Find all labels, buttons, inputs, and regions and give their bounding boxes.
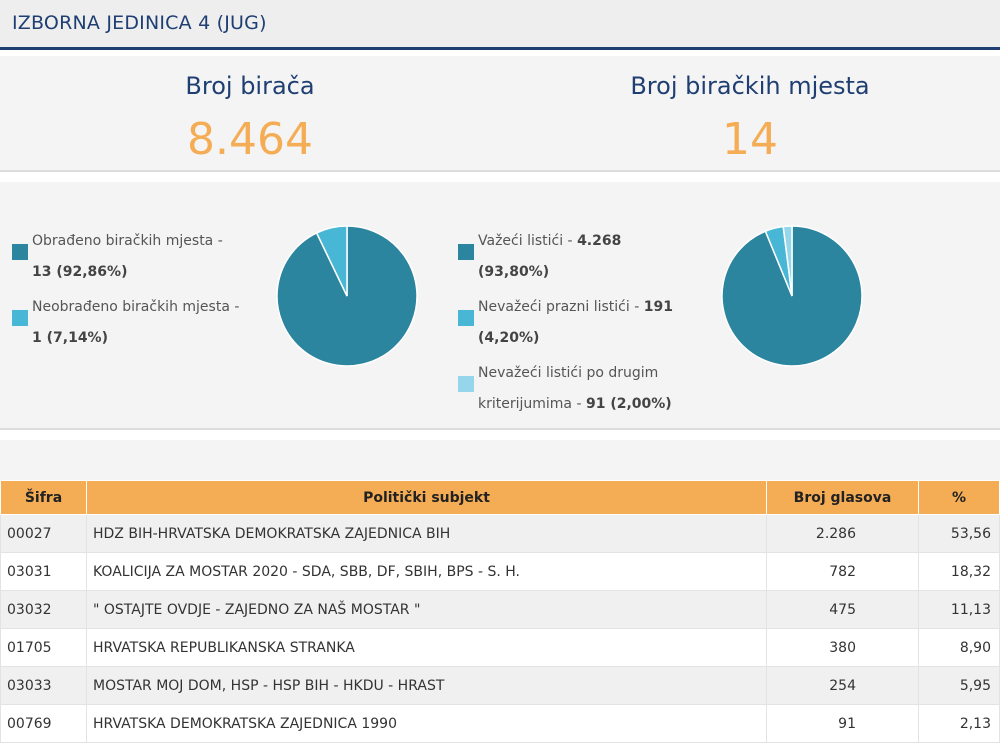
stations-value: 14 xyxy=(722,114,778,165)
charts-panel: Obrađeno biračkih mjesta - 13 (92,86%) N… xyxy=(0,182,1000,430)
cell-party: KOALICIJA ZA MOSTAR 2020 - SDA, SBB, DF,… xyxy=(86,552,767,591)
voters-label: Broj birača xyxy=(185,72,315,100)
cell-pct: 5,95 xyxy=(918,666,1000,705)
table-row: 03032 " OSTAJTE OVDJE - ZAJEDNO ZA NAŠ MO… xyxy=(0,590,1000,629)
stats-panel: Broj birača 8.464 Broj biračkih mjesta 1… xyxy=(0,56,1000,172)
cell-votes: 475 xyxy=(766,590,919,629)
cell-pct: 2,13 xyxy=(918,704,1000,743)
cell-party: MOSTAR MOJ DOM, HSP - HSP BIH - HKDU - H… xyxy=(86,666,767,705)
legend-swatch xyxy=(458,310,474,326)
table-row: 01705 HRVATSKA REPUBLIKANSKA STRANKA 380 8,… xyxy=(0,628,1000,667)
cell-pct: 11,13 xyxy=(918,590,1000,629)
pie-slice[interactable] xyxy=(782,225,793,297)
cell-votes: 782 xyxy=(766,552,919,591)
table-body: 00027 HDZ BIH-HRVATSKA DEMOKRATSKA ZAJEDN… xyxy=(0,514,1000,743)
legend-text: Nevažeći listići po drugim kriterijumima … xyxy=(478,365,672,412)
title-bar: IZBORNA JEDINICA 4 (JUG) xyxy=(0,0,1000,50)
cell-votes: 380 xyxy=(766,628,919,667)
header-party[interactable]: Politički subjekt xyxy=(86,480,767,515)
table-row: 03033 MOSTAR MOJ DOM, HSP - HSP BIH - HKD… xyxy=(0,666,1000,705)
table-row: 03031 KOALICIJA ZA MOSTAR 2020 - SDA, SBB… xyxy=(0,552,1000,591)
cell-pct: 53,56 xyxy=(918,514,1000,553)
cell-party: HRVATSKA DEMOKRATSKA ZAJEDNICA 1990 xyxy=(86,704,767,743)
cell-party: HRVATSKA REPUBLIKANSKA STRANKA xyxy=(86,628,767,667)
page-title: IZBORNA JEDINICA 4 (JUG) xyxy=(12,12,267,34)
cell-pct: 18,32 xyxy=(918,552,1000,591)
legend-text: Neobrađeno biračkih mjesta - 1 (7,14%) xyxy=(32,299,240,346)
table-row: 00027 HDZ BIH-HRVATSKA DEMOKRATSKA ZAJEDN… xyxy=(0,514,1000,553)
ballots-pie-chart xyxy=(721,225,863,367)
legend-text: Važeći listići - 4.268 (93,80%) xyxy=(478,233,622,280)
cell-code: 00769 xyxy=(0,704,87,743)
header-code[interactable]: Šifra xyxy=(0,480,87,515)
cell-code: 03031 xyxy=(0,552,87,591)
cell-code: 03033 xyxy=(0,666,87,705)
table-header-row: Šifra Politički subjekt Broj glasova % xyxy=(0,480,1000,515)
pie-slice[interactable] xyxy=(315,225,348,297)
cell-votes: 254 xyxy=(766,666,919,705)
cell-code: 00027 xyxy=(0,514,87,553)
legend-swatch xyxy=(12,244,28,260)
legend-swatch xyxy=(458,244,474,260)
processing-pie-chart xyxy=(276,225,418,367)
cell-votes: 91 xyxy=(766,704,919,743)
header-percent[interactable]: % xyxy=(918,480,1000,515)
legend-swatch xyxy=(458,376,474,392)
legend-text: Nevažeći prazni listići - 191 (4,20%) xyxy=(478,299,673,346)
stations-label: Broj biračkih mjesta xyxy=(630,72,870,100)
cell-code: 01705 xyxy=(0,628,87,667)
legend-swatch xyxy=(12,310,28,326)
cell-pct: 8,90 xyxy=(918,628,1000,667)
voters-value: 8.464 xyxy=(187,114,313,165)
legend-text: Obrađeno biračkih mjesta - 13 (92,86%) xyxy=(32,233,223,280)
results-table: Šifra Politički subjekt Broj glasova % 0… xyxy=(0,480,1000,743)
header-votes[interactable]: Broj glasova xyxy=(766,480,919,515)
cell-party: HDZ BIH-HRVATSKA DEMOKRATSKA ZAJEDNICA B… xyxy=(86,514,767,553)
cell-party: " OSTAJTE OVDJE - ZAJEDNO ZA NAŠ MOSTAR … xyxy=(86,590,767,629)
table-spacer xyxy=(0,440,1000,480)
cell-code: 03032 xyxy=(0,590,87,629)
cell-votes: 2.286 xyxy=(766,514,919,553)
table-row: 00769 HRVATSKA DEMOKRATSKA ZAJEDNICA 1990… xyxy=(0,704,1000,743)
